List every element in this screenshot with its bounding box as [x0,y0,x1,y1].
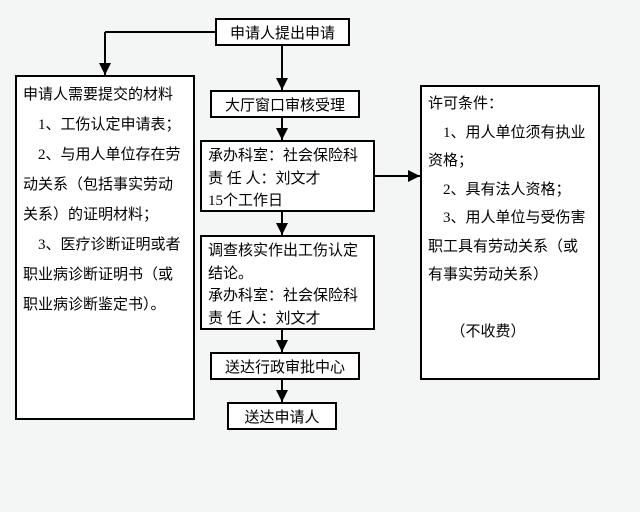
node-send-center: 送达行政审批中心 [210,352,360,380]
node-dept1: 承办科室：社会保险科 责 任 人：刘文才 15个工作日 [200,140,375,212]
node-accept: 大厅窗口审核受理 [210,90,360,118]
node-dept2: 调查核实作出工伤认定结论。 承办科室：社会保险科 责 任 人：刘文才 [200,235,375,330]
node-send-applicant: 送达申请人 [227,402,337,430]
node-start: 申请人提出申请 [215,18,350,46]
node-materials: 申请人需要提交的材料 1、工伤认定申请表； 2、与用人单位存在劳动关系（包括事实… [15,75,195,420]
node-conditions: 许可条件： 1、用人单位须有执业资格； 2、具有法人资格； 3、用人单位与受伤害… [420,85,600,380]
